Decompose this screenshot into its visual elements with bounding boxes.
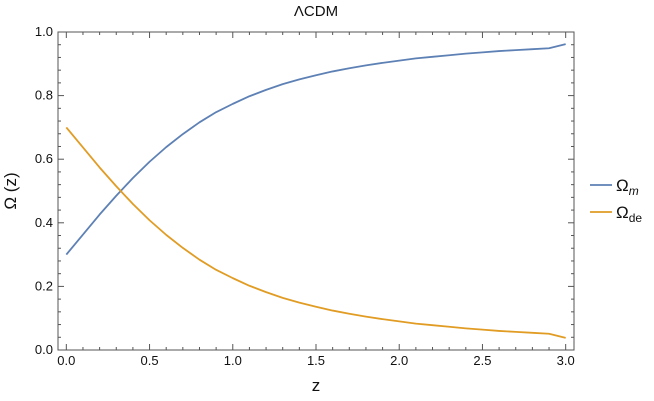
legend-label-de: Ωde bbox=[616, 203, 642, 225]
x-tick-label: 0.0 bbox=[57, 353, 75, 368]
legend: Ωm Ωde bbox=[590, 176, 642, 225]
y-axis-title: Ω (z) bbox=[1, 172, 20, 209]
chart-title: ΛCDM bbox=[294, 3, 338, 20]
x-axis-title: z bbox=[312, 376, 321, 395]
axis-ticks: 0.0 0.5 1.0 1.5 2.0 2.5 3.0 0.0 0.2 0.4 0.6 0.8 1.0 bbox=[35, 24, 575, 368]
y-tick-label: 1.0 bbox=[35, 24, 53, 39]
legend-label-m: Ωm bbox=[616, 176, 639, 198]
x-tick-label: 2.5 bbox=[473, 353, 491, 368]
plot-frame bbox=[57, 31, 575, 351]
x-tick-label: 0.5 bbox=[141, 353, 159, 368]
x-tick-label: 2.0 bbox=[390, 353, 408, 368]
y-tick-label: 0.4 bbox=[35, 215, 53, 230]
x-tick-label: 3.0 bbox=[557, 353, 575, 368]
y-tick-label: 0.6 bbox=[35, 151, 53, 166]
x-tick-label: 1.0 bbox=[224, 353, 242, 368]
series-layer bbox=[65, 43, 566, 339]
y-tick-label: 0.0 bbox=[35, 342, 53, 357]
y-tick-label: 0.8 bbox=[35, 88, 53, 103]
series-line-de bbox=[65, 126, 566, 339]
y-tick-label: 0.2 bbox=[35, 278, 53, 293]
series-line-m bbox=[65, 43, 566, 256]
x-tick-label: 1.5 bbox=[307, 353, 325, 368]
